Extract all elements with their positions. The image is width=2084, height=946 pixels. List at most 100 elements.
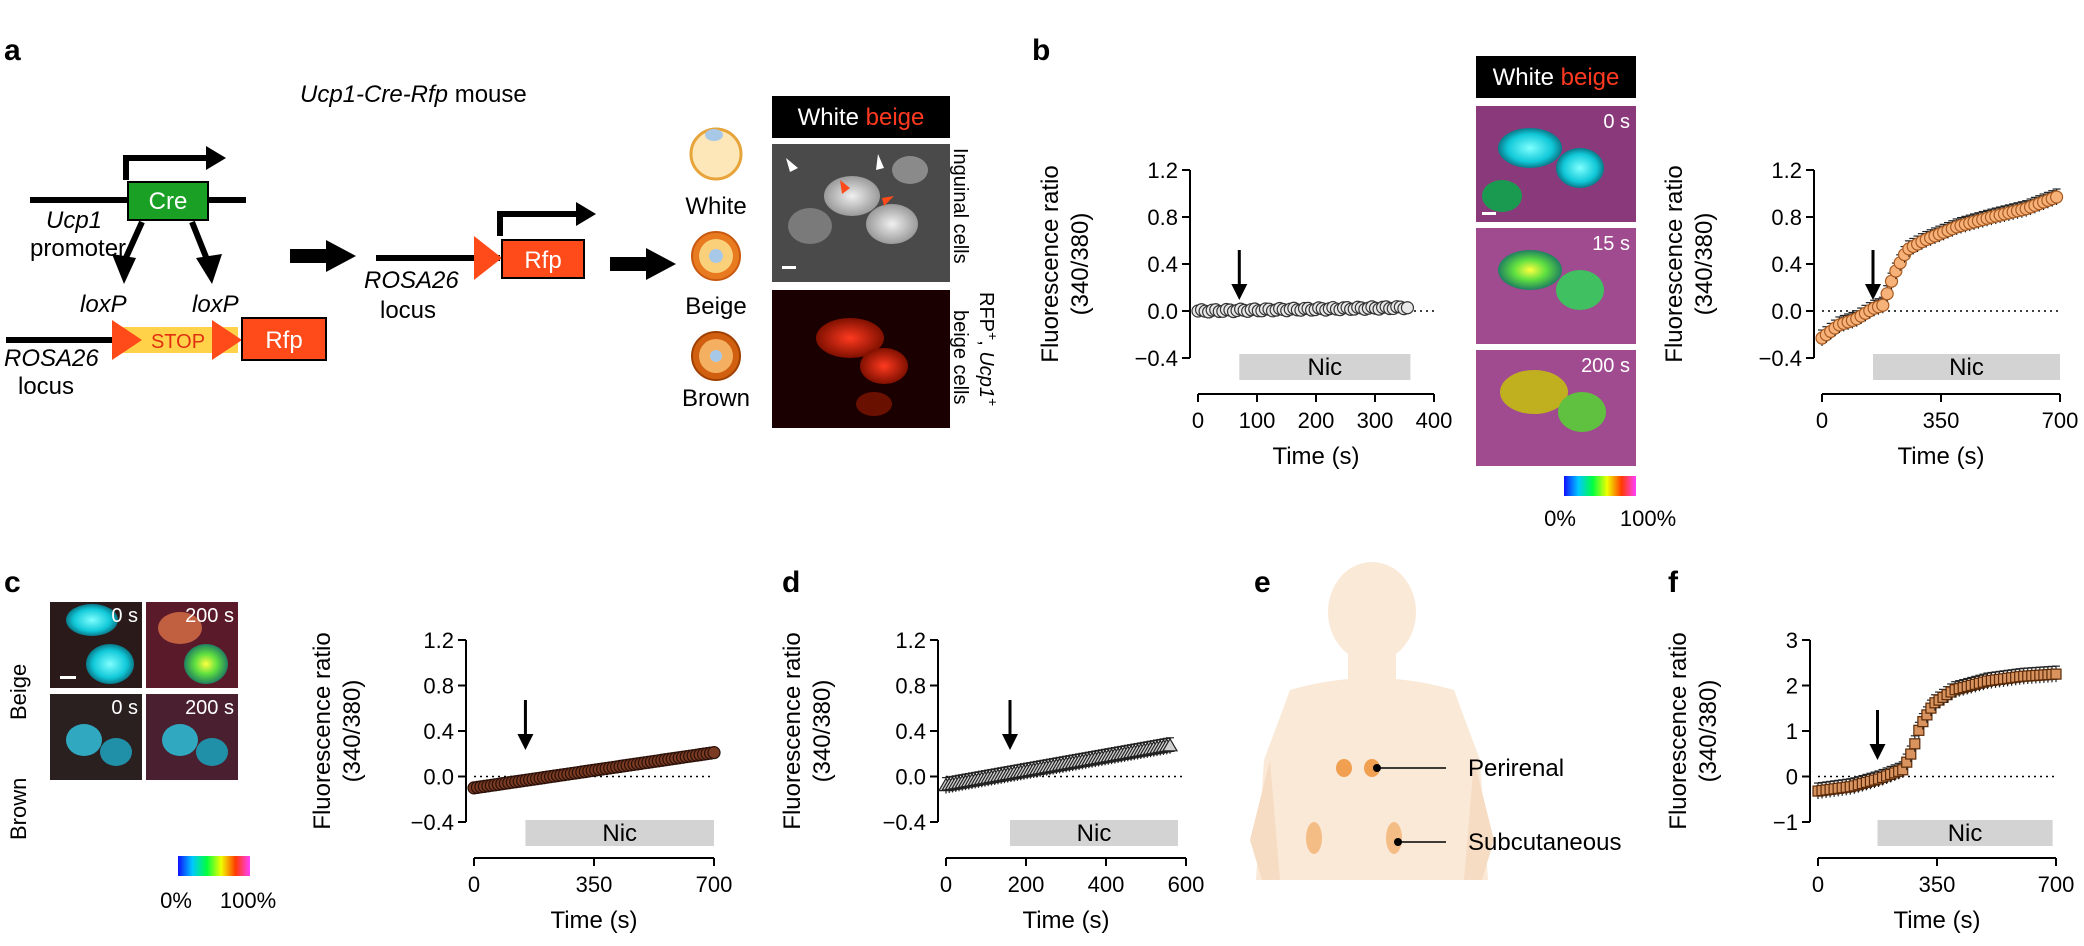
loxp-triangle-3 <box>474 236 502 280</box>
c-brown-200s-time: 200 s <box>185 697 234 719</box>
x-tick-label: 0 <box>940 872 952 897</box>
promoter-label: promoter <box>30 235 126 262</box>
colorbar-c-max: 100% <box>220 888 276 913</box>
colorbar-b-max: 100% <box>1620 506 1676 531</box>
rfp-box-1 <box>241 317 327 361</box>
x-axis-label: Time (s) <box>1897 443 1984 470</box>
c-beige-0s-cell-2 <box>86 644 134 684</box>
cre-arrow-right <box>189 220 211 264</box>
chart-b1: −0.4 0.0 0.4 0.8 1.2 0 100 200 300 400 Time (s) Flu… <box>1037 158 1452 470</box>
cre-label: Cre <box>149 188 188 215</box>
x-tick-label: 200 <box>1008 872 1045 897</box>
y-axis-label-line1: Fluorescence ratio <box>309 632 336 829</box>
red-cell-1 <box>816 318 884 358</box>
grey-cell-2 <box>866 204 918 244</box>
colorbar-c-min: 0% <box>160 888 192 913</box>
y-tick-label: 1.2 <box>423 628 454 653</box>
white-adipocyte-nucleus <box>705 129 723 141</box>
c-beige-200s-time: 200 s <box>185 605 234 627</box>
c-beige-200s-cell-2 <box>184 644 228 684</box>
body-head <box>1328 562 1416 662</box>
big-arrow-2-shaft <box>610 257 648 271</box>
colorbar-b <box>1564 476 1636 496</box>
promoter-arrow <box>123 155 206 180</box>
y-axis-label-line1: Fluorescence ratio <box>1665 632 1692 829</box>
y-tick-label: −0.4 <box>1135 346 1178 371</box>
y-axis-label-line2: (340/380) <box>1067 213 1094 316</box>
perirenal-fat-left <box>1336 759 1352 777</box>
brown-label: Brown <box>682 385 750 412</box>
perirenal-fat-right <box>1364 759 1380 777</box>
data-point <box>1909 738 1921 750</box>
y-tick-label: −0.4 <box>411 810 454 835</box>
nic-arrowhead <box>1002 734 1018 750</box>
y-tick-label: 0.0 <box>895 765 926 790</box>
stop-label: STOP <box>151 331 205 353</box>
panel-label-e: e <box>1254 566 1271 599</box>
subcutaneous-fat-right <box>1386 822 1402 854</box>
rosa26-label-1: ROSA26 <box>4 345 99 372</box>
panel-label-c: c <box>4 566 21 599</box>
white-beige-header-a-text: White beige <box>798 104 925 131</box>
x-tick-label: 700 <box>2042 408 2079 433</box>
data-point <box>1876 298 1890 312</box>
red-cell-3 <box>856 392 892 416</box>
y-tick-label: 0.4 <box>1147 252 1178 277</box>
rfp-label-2: Rfp <box>524 247 561 274</box>
chart-d: −0.4 0.0 0.4 0.8 1.2 0 200 400 600 Time (s) Fluore… <box>779 628 1204 934</box>
x-tick-label: 300 <box>1357 408 1394 433</box>
c-brown-0s-time: 0 s <box>111 697 138 719</box>
x-axis-label: Time (s) <box>1272 443 1359 470</box>
x-tick-label: 100 <box>1239 408 1276 433</box>
y-tick-label: 0.8 <box>1771 205 1802 230</box>
frame-0s-cell-1 <box>1498 128 1562 168</box>
perirenal-label: Perirenal <box>1468 755 1564 782</box>
c-brown-200s-cell-2 <box>196 738 228 766</box>
frame-15s-cell-1 <box>1498 250 1562 290</box>
x-axis-label: Time (s) <box>1893 907 1980 934</box>
frame-15s <box>1476 228 1636 344</box>
y-tick-label: 1 <box>1786 719 1798 744</box>
beige-adipocyte-nucleus <box>709 249 723 263</box>
red-arrow-a2 <box>882 196 894 206</box>
nic-arrowhead <box>1231 284 1248 300</box>
subcutaneous-fat-left <box>1306 822 1322 854</box>
big-arrow-1-head <box>326 240 356 272</box>
body-right-arm <box>1464 760 1494 880</box>
x-tick-label: 200 <box>1298 408 1335 433</box>
beige-label: Beige <box>685 293 746 320</box>
chart-c: −0.4 0.0 0.4 0.8 1.2 0 350 700 Time (s) Fluoresce… <box>309 628 732 934</box>
y-tick-label: −0.4 <box>1759 346 1802 371</box>
beige-cells-side-label: beige cells <box>949 310 971 405</box>
x-tick-label: 350 <box>1923 408 1960 433</box>
chart-f: −1 0 1 2 3 0 350 700 Time (s) Fluorescence ratio(… <box>1665 628 2074 934</box>
inguinal-cells-side-label: Inguinal cells <box>949 148 971 264</box>
cre-arrowhead-left <box>112 254 136 284</box>
loxp-triangle-2 <box>212 320 242 360</box>
body-torso <box>1256 678 1488 880</box>
nic-bar <box>1873 354 2060 380</box>
frame-0s-cell-2 <box>1556 148 1604 188</box>
cre-arrow-left <box>121 220 145 264</box>
y-tick-label: 0.4 <box>895 719 926 744</box>
data-point <box>707 746 721 760</box>
x-tick-label: 700 <box>2038 872 2075 897</box>
rfp-box-2 <box>501 239 585 279</box>
loxp-label-2: loxP <box>192 291 239 318</box>
colorbar-c <box>178 856 250 876</box>
nic-label: Nic <box>1948 820 1983 847</box>
y-axis-label-line1: Fluorescence ratio <box>1037 165 1064 362</box>
brown-adipocyte-nucleus <box>710 350 722 362</box>
white-arrow-a2 <box>876 154 884 170</box>
locus-label-2: locus <box>380 297 436 324</box>
x-tick-label: 0 <box>1816 408 1828 433</box>
promoter-arrowhead <box>206 146 226 170</box>
cre-box <box>127 181 209 221</box>
c-beige-0s-cell-1 <box>66 604 118 636</box>
frame-0s-cell-3 <box>1482 180 1522 212</box>
c-beige-200s-cell-1 <box>158 612 202 644</box>
y-axis-label-line1: Fluorescence ratio <box>1661 165 1688 362</box>
y-tick-label: 3 <box>1786 628 1798 653</box>
grey-cell-1 <box>824 176 880 216</box>
y-tick-label: 0 <box>1786 765 1798 790</box>
